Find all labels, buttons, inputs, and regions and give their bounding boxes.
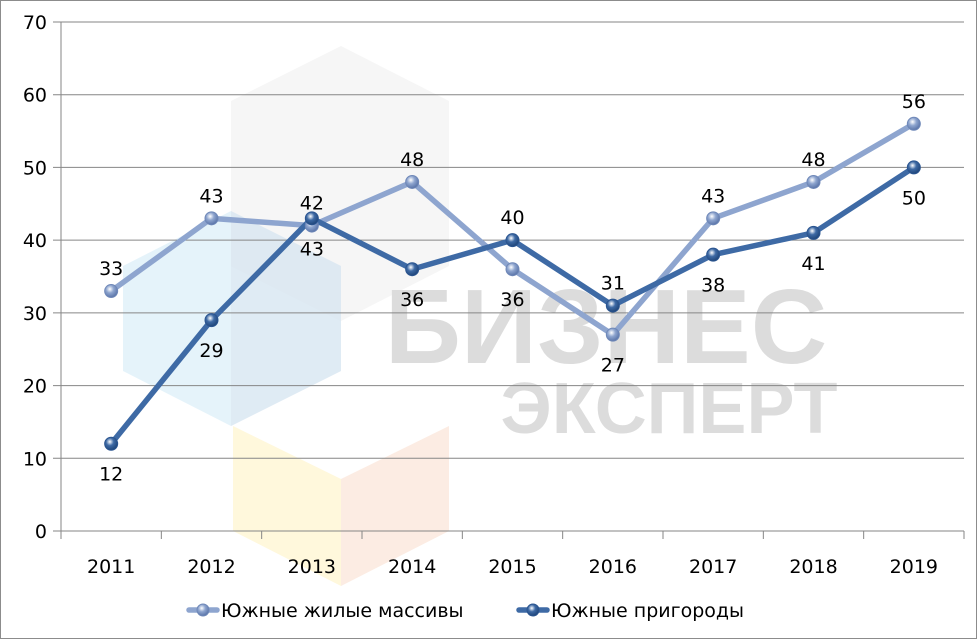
data-label: 48: [801, 149, 825, 171]
y-tick-label: 30: [23, 303, 47, 325]
legend-item[interactable]: Южные пригороды: [516, 600, 744, 622]
data-label: 56: [902, 91, 926, 113]
x-tick-label: 2014: [388, 556, 436, 578]
data-point[interactable]: [405, 174, 420, 189]
data-label: 36: [400, 289, 424, 311]
data-point[interactable]: [304, 211, 319, 226]
data-label: 12: [99, 464, 123, 486]
data-point[interactable]: [906, 160, 921, 175]
y-tick-label: 50: [23, 157, 47, 179]
x-tick-label: 2019: [890, 556, 938, 578]
data-labels: 33 43 42 48 36 27 43 48 56: [99, 91, 926, 377]
data-point[interactable]: [405, 262, 420, 277]
y-tick-label: 20: [23, 376, 47, 398]
series-markers: [104, 116, 921, 342]
data-point[interactable]: [204, 211, 219, 226]
data-label: 27: [601, 355, 625, 377]
x-tick-label: 2017: [689, 556, 737, 578]
data-label: 36: [500, 289, 524, 311]
x-tick-label: 2011: [87, 556, 135, 578]
y-tick-label: 70: [23, 12, 47, 34]
x-tick-label: 2018: [789, 556, 837, 578]
data-point[interactable]: [104, 284, 119, 299]
data-label: 29: [199, 340, 223, 362]
watermark-line2: ЭКСПЕРТ: [500, 369, 837, 449]
y-tick-label: 0: [35, 521, 47, 543]
data-point[interactable]: [906, 116, 921, 131]
data-point[interactable]: [104, 436, 119, 451]
data-label: 43: [701, 185, 725, 207]
y-tick-label: 60: [23, 85, 47, 107]
legend-marker-icon: [526, 603, 540, 617]
data-label: 50: [902, 187, 926, 209]
y-tick-label: 10: [23, 448, 47, 470]
data-point[interactable]: [806, 174, 821, 189]
data-label: 42: [300, 193, 324, 215]
x-tick-label: 2013: [288, 556, 336, 578]
data-label: 38: [701, 275, 725, 297]
x-tick-label: 2012: [187, 556, 235, 578]
x-tick-label: 2016: [589, 556, 637, 578]
series-markers: [104, 160, 921, 451]
legend: Южные жилые массивы Южные пригороды: [186, 600, 744, 622]
legend-marker-icon: [196, 603, 210, 617]
data-point[interactable]: [605, 327, 620, 342]
data-label: 31: [601, 273, 625, 295]
x-tick-label: 2015: [488, 556, 536, 578]
data-point[interactable]: [505, 262, 520, 277]
data-label: 43: [199, 185, 223, 207]
y-tick-label: 40: [23, 230, 47, 252]
data-point[interactable]: [706, 211, 721, 226]
legend-label: Южные пригороды: [551, 600, 744, 622]
data-point[interactable]: [204, 313, 219, 328]
legend-item[interactable]: Южные жилые массивы: [186, 600, 464, 622]
data-label: 41: [801, 253, 825, 275]
data-label: 48: [400, 149, 424, 171]
data-label: 33: [99, 258, 123, 280]
x-axis: 2011 2012 2013 2014 2015 2016 2017 2018 2019: [60, 531, 965, 578]
data-point[interactable]: [706, 247, 721, 262]
legend-label: Южные жилые массивы: [221, 600, 464, 622]
data-point[interactable]: [806, 225, 821, 240]
data-label: 43: [300, 238, 324, 260]
data-point[interactable]: [605, 298, 620, 313]
data-point[interactable]: [505, 233, 520, 248]
data-label: 40: [500, 207, 524, 229]
data-labels: 12 29 43 36 40 31 38 41 50: [99, 187, 926, 485]
